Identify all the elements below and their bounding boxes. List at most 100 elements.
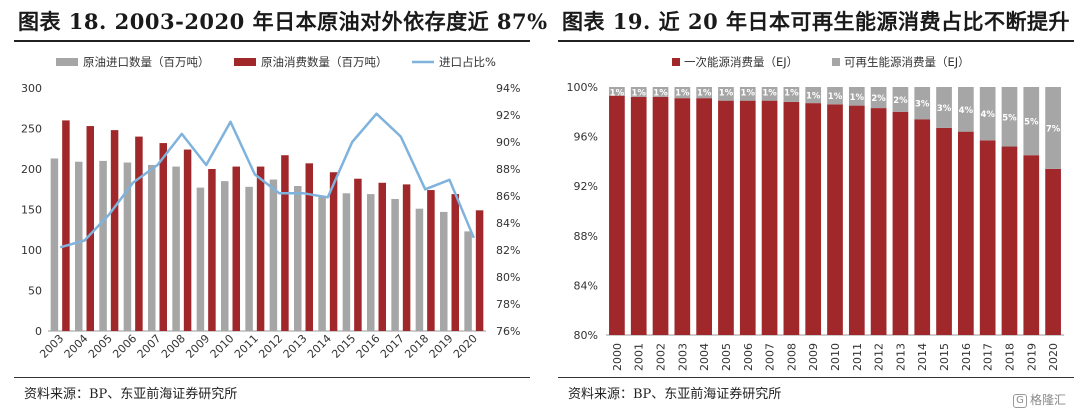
bar-consumption: [378, 182, 386, 331]
bar-consumption: [208, 169, 216, 331]
x-tick-label: 2008: [785, 343, 798, 371]
y-tick-label: 84%: [574, 279, 598, 292]
x-tick-label: 2004: [62, 332, 91, 361]
y-tick-label: 300: [21, 82, 42, 95]
x-tick-label: 2001: [633, 343, 646, 371]
bar-renewable: [652, 87, 669, 97]
left-panel: 图表 18. 2003-2020 年日本原油对外依存度近 87% 0 50 100 1…: [0, 0, 547, 412]
bar-primary-energy: [958, 131, 974, 335]
bar-import: [294, 186, 302, 331]
bar-import: [99, 160, 107, 331]
x-tick-label: 2003: [676, 343, 689, 371]
data-label: 1%: [762, 89, 777, 99]
crude-oil-chart: 0 50 100 150 200 250 300 76% 78% 80% 82% 84% 86% 88% 9…: [21, 55, 520, 361]
bar-primary-energy: [674, 98, 691, 335]
x-tick-label: 2018: [1003, 343, 1016, 371]
bar-import: [123, 162, 132, 331]
x-tick-label: 2016: [960, 343, 973, 371]
legend-label: 一次能源消费量（EJ）: [684, 55, 798, 69]
bar-renewable: [761, 87, 778, 101]
x-tick-label: 2013: [281, 332, 310, 361]
bar-import: [367, 194, 375, 331]
bar-import: [318, 195, 326, 331]
bar-primary-energy: [805, 103, 822, 336]
data-label: 1%: [610, 89, 625, 99]
bar-primary-energy: [783, 101, 800, 335]
bar-import: [391, 198, 399, 331]
bar-consumption: [135, 136, 143, 331]
bar-renewable: [892, 87, 909, 112]
bar-primary-energy: [718, 100, 734, 335]
data-label: 1%: [653, 89, 668, 99]
y-tick-label: 96%: [574, 131, 598, 144]
bar-renewable: [958, 87, 974, 132]
source-divider: [558, 377, 1074, 378]
x-tick-label: 2016: [354, 332, 383, 361]
bar-primary-energy: [936, 127, 952, 335]
bar-import: [342, 193, 351, 331]
bar-renewable: [609, 87, 625, 96]
bar-primary-energy: [1045, 168, 1061, 335]
x-tick-label: 2005: [86, 332, 115, 361]
bar-consumption: [183, 149, 192, 331]
data-label: 1%: [806, 92, 821, 102]
data-label: 1%: [784, 89, 799, 99]
data-label: 7%: [1046, 124, 1061, 134]
chart-title: 图表 19. 近 20 年日本可再生能源消费占比不断提升: [562, 9, 1071, 34]
bar-primary-energy: [739, 100, 756, 335]
x-tick-label: 2020: [451, 332, 480, 361]
data-label: 1%: [675, 89, 690, 99]
y2-tick-label: 78%: [496, 298, 520, 311]
bar-renewable: [1045, 87, 1061, 169]
watermark: G 格隆汇: [1012, 391, 1066, 408]
bar-consumption: [232, 166, 240, 331]
bar-renewable: [783, 87, 800, 102]
y2-tick-label: 86%: [496, 190, 520, 203]
title-divider: [558, 40, 1074, 42]
bar-import: [415, 208, 424, 331]
bar-primary-energy: [609, 95, 625, 336]
legend-label: 进口占比%: [439, 55, 496, 69]
y-tick-label: 88%: [574, 230, 598, 243]
bar-consumption: [62, 120, 70, 332]
data-label: 3%: [915, 100, 930, 110]
bar-primary-energy: [870, 108, 887, 335]
data-label: 4%: [980, 110, 995, 120]
data-label: 1%: [719, 89, 734, 99]
bar-renewable: [630, 87, 647, 97]
bar-renewable: [696, 87, 712, 99]
x-tick-label: 2019: [427, 332, 456, 361]
data-label: 1%: [631, 89, 646, 99]
x-tick-label: 2006: [742, 343, 755, 371]
bar-renewable: [718, 87, 734, 101]
bar-import: [221, 181, 229, 331]
x-tick-label: 2000: [611, 343, 624, 371]
x-tick-label: 2007: [135, 332, 164, 361]
bar-consumption: [475, 210, 484, 331]
data-label: 4%: [959, 106, 974, 116]
y-tick-label: 100: [21, 244, 42, 257]
x-tick-label: 2017: [378, 332, 407, 361]
data-label: 2%: [871, 94, 886, 104]
bar-renewable: [914, 87, 931, 120]
y-tick-label: 0: [35, 325, 42, 338]
bar-primary-energy: [1001, 146, 1018, 335]
legend-swatch: [832, 58, 840, 66]
bar-renewable: [870, 87, 887, 109]
x-tick-label: 2005: [720, 343, 733, 371]
data-label: 1%: [828, 92, 843, 102]
bar-primary-energy: [630, 96, 647, 335]
bar-renewable: [827, 87, 843, 105]
right-panel: 图表 19. 近 20 年日本可再生能源消费占比不断提升 80% 84% 88% 92…: [544, 0, 1080, 412]
y2-tick-label: 84%: [496, 217, 520, 230]
y-tick-label: 250: [21, 123, 42, 136]
bar-primary-energy: [827, 104, 843, 335]
chart-title: 图表 18. 2003-2020 年日本原油对外依存度近 87%: [18, 9, 548, 34]
watermark-logo-icon: G: [1012, 393, 1027, 408]
y2-tick-label: 76%: [496, 325, 520, 338]
bar-import: [148, 164, 156, 331]
bar-import: [245, 186, 253, 331]
y2-tick-label: 88%: [496, 163, 520, 176]
bar-consumption: [402, 184, 411, 331]
source-note: 资料来源：BP、东亚前海证券研究所: [24, 387, 238, 402]
